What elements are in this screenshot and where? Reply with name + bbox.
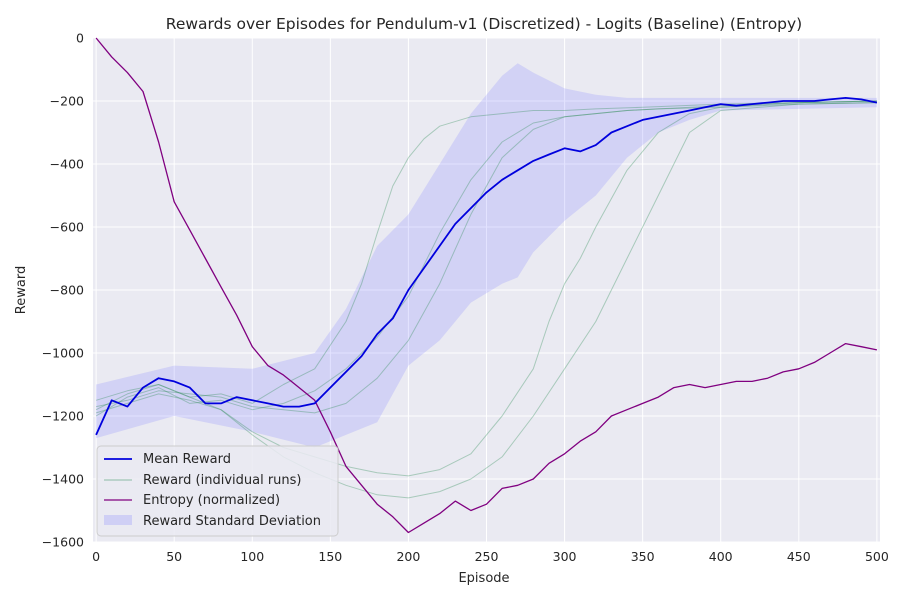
y-tick-label: −1400 — [42, 472, 84, 487]
x-tick-label: 150 — [318, 549, 342, 564]
tick-labels: 0 50 100 150 200 250 300 350 400 450 500 −1600 −1400… — [42, 31, 889, 565]
y-tick-label: −200 — [50, 94, 84, 109]
y-tick-label: −600 — [50, 220, 84, 235]
x-tick-label: 300 — [553, 549, 577, 564]
individual-run-line-3 — [96, 102, 877, 414]
y-tick-label: −1000 — [42, 346, 84, 361]
mean-reward-line — [95, 97, 878, 436]
individual-runs-layer — [95, 100, 877, 499]
x-tick-label: 350 — [631, 549, 655, 564]
individual-run-line-2 — [95, 100, 877, 417]
legend-label-std: Reward Standard Deviation — [143, 514, 321, 529]
x-tick-label: 200 — [396, 549, 420, 564]
x-tick-label: 400 — [709, 549, 733, 564]
legend-label-runs: Reward (individual runs) — [143, 473, 302, 488]
legend-swatch-std — [104, 515, 132, 525]
x-tick-label: 250 — [475, 549, 499, 564]
legend: Mean Reward Reward (individual runs) Ent… — [96, 445, 339, 537]
std-band-layer — [96, 63, 877, 448]
x-tick-label: 100 — [240, 549, 264, 564]
y-tick-label: 0 — [76, 31, 84, 46]
individual-run-line-4 — [95, 100, 877, 477]
y-tick-label: −400 — [50, 157, 84, 172]
y-tick-label: −1600 — [42, 535, 84, 550]
legend-box — [96, 445, 339, 537]
legend-label-entropy: Entropy (normalized) — [143, 493, 280, 508]
x-tick-label: 50 — [166, 549, 182, 564]
std-band — [96, 63, 877, 448]
individual-run-line-5 — [95, 102, 877, 499]
y-axis-label: Reward — [14, 266, 29, 314]
x-axis-label: Episode — [458, 571, 509, 586]
entropy-layer — [95, 37, 878, 534]
x-tick-label: 0 — [92, 549, 100, 564]
entropy-line — [95, 37, 878, 534]
legend-label-mean: Mean Reward — [143, 452, 231, 467]
mean-reward-layer — [95, 97, 878, 436]
grid-lines — [93, 37, 880, 543]
y-tick-label: −1200 — [42, 409, 84, 424]
individual-run-line-1 — [95, 100, 877, 404]
x-tick-label: 500 — [865, 549, 889, 564]
x-tick-label: 450 — [787, 549, 811, 564]
chart-title: Rewards over Episodes for Pendulum-v1 (D… — [166, 15, 802, 33]
y-tick-label: −800 — [50, 283, 84, 298]
